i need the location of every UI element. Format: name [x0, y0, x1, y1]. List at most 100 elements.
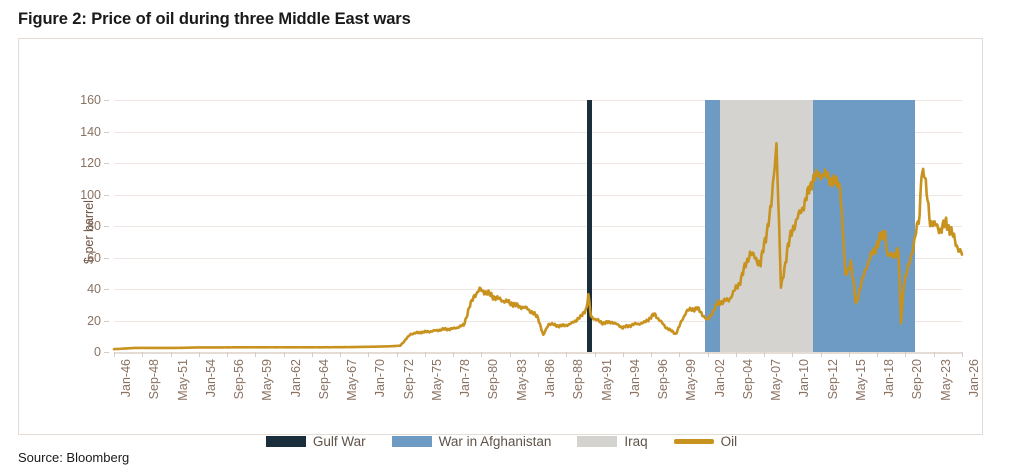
x-axis-tick-mark: [962, 352, 963, 357]
source-note: Source: Bloomberg: [18, 450, 130, 465]
oil-price-path: [114, 143, 962, 349]
x-axis-tick-mark: [594, 352, 596, 357]
x-axis-tick-mark: [453, 352, 455, 357]
y-axis-tick-mark: [104, 100, 109, 101]
gridline: [114, 226, 962, 227]
plot-area: [114, 100, 962, 353]
x-axis-tick-mark: [735, 352, 737, 357]
x-axis-tick-mark: [707, 352, 709, 357]
x-axis-tick-mark: [481, 352, 483, 357]
x-axis-tick-mark: [368, 352, 370, 357]
gridline: [114, 289, 962, 290]
legend-item-iraq[interactable]: Iraq: [577, 434, 648, 449]
x-axis-tick-label: May-91: [599, 359, 614, 401]
x-axis-tick-label: May-07: [769, 359, 784, 401]
x-axis-tick-label: Sep-88: [571, 359, 586, 400]
x-axis-tick-label: May-75: [429, 359, 444, 401]
x-axis-tick-mark: [424, 352, 426, 357]
y-axis-tick-label: 160: [80, 93, 101, 107]
legend-label: Iraq: [624, 434, 648, 449]
x-axis-tick-label: Jan-46: [119, 359, 133, 398]
chart-frame: $ per barrel 0 20 40 60 80 100 120 140 160 Jan-4…: [18, 38, 983, 449]
legend-item-oil[interactable]: Oil: [673, 434, 738, 449]
y-axis-tick-mark: [104, 226, 109, 227]
x-axis-tick-label: May-51: [175, 359, 190, 401]
legend-label: Oil: [720, 434, 738, 449]
x-axis-tick-label: May-15: [853, 359, 868, 401]
war-band-war-in-afghanistan-2011-2021: [812, 100, 916, 352]
x-axis-tick-mark: [114, 352, 115, 357]
y-axis-tick-mark: [104, 257, 109, 259]
x-axis-tick-mark: [848, 352, 850, 357]
x-axis-tick-label: Sep-20: [910, 359, 925, 400]
chart-legend: Gulf War War in Afghanistan Iraq Oil: [19, 434, 984, 449]
y-axis-tick-mark: [104, 131, 109, 133]
x-axis-tick-label: Jan-62: [288, 359, 303, 398]
x-axis-tick-mark: [566, 352, 568, 357]
legend-swatch-line: [673, 439, 714, 444]
x-axis-tick-label: May-23: [938, 359, 953, 401]
x-axis-tick-label: Jan-94: [627, 359, 642, 398]
gridline: [114, 257, 962, 259]
x-axis-tick-label: May-99: [684, 359, 699, 401]
legend-label: Gulf War: [312, 434, 366, 449]
x-axis: [114, 352, 963, 357]
y-axis-tick-label: 120: [80, 156, 101, 170]
x-axis-tick-label: Sep-96: [656, 359, 671, 400]
y-axis-tick-mark: [104, 163, 109, 164]
figure-title: Figure 2: Price of oil during three Midd…: [18, 10, 411, 28]
x-axis-tick-mark: [820, 352, 822, 357]
x-axis-tick-mark: [255, 352, 257, 357]
x-axis-tick-mark: [198, 352, 200, 357]
x-axis-tick-mark: [764, 352, 766, 357]
y-axis-tick-label: 40: [87, 282, 101, 296]
legend-swatch-band: [391, 436, 432, 447]
y-axis-tick-label: 100: [80, 187, 101, 202]
x-axis-tick-mark: [679, 352, 681, 357]
x-axis-labels: Jan-46 Sep-48 May-51 Jan-54 Sep-56 May-59 Jan-…: [114, 359, 981, 429]
x-axis-tick-mark: [905, 352, 907, 357]
x-axis-tick-label: May-59: [260, 359, 275, 401]
y-axis-tick-mark: [104, 289, 109, 290]
x-axis-tick-label: Sep-64: [316, 359, 331, 400]
y-axis-tick-label: 80: [87, 219, 101, 233]
x-axis-tick-mark: [142, 352, 144, 357]
legend-item-war-in-afghanistan[interactable]: War in Afghanistan: [391, 434, 552, 449]
x-axis-tick-mark: [538, 352, 539, 357]
x-axis-tick-label: Jan-26: [967, 359, 981, 398]
x-axis-tick-label: Sep-72: [401, 359, 416, 400]
x-axis-tick-mark: [792, 352, 794, 357]
x-axis-tick-label: Jan-78: [458, 359, 473, 398]
x-axis-tick-mark: [509, 352, 511, 357]
y-axis-tick-label: 60: [87, 250, 101, 265]
x-axis-tick-label: Sep-12: [825, 359, 840, 400]
x-axis-tick-label: Jan-18: [882, 359, 897, 398]
legend-item-gulf-war[interactable]: Gulf War: [265, 434, 366, 449]
y-axis-tick-mark: [104, 352, 109, 353]
x-axis-tick-mark: [283, 352, 285, 357]
gridline: [114, 131, 962, 133]
x-axis-tick-label: Jan-02: [712, 359, 727, 398]
x-axis-tick-label: Jan-10: [797, 359, 812, 398]
y-axis-tick-label: 20: [87, 313, 101, 328]
y-axis-tick-label: 0: [94, 345, 101, 359]
y-axis-tick-mark: [104, 320, 109, 322]
x-axis-tick-mark: [170, 352, 172, 357]
x-axis-tick-mark: [396, 352, 398, 357]
gridline: [114, 163, 962, 164]
y-axis-tick-label: 140: [80, 124, 101, 139]
x-axis-tick-label: Sep-04: [740, 359, 755, 400]
x-axis-tick-mark: [340, 352, 342, 357]
x-axis-tick-label: Jan-54: [203, 359, 218, 398]
legend-swatch-band: [265, 436, 306, 447]
x-axis-tick-mark: [227, 352, 229, 357]
x-axis-tick-mark: [651, 352, 653, 357]
x-axis-tick-label: May-67: [345, 359, 360, 401]
x-axis-tick-label: Sep-56: [232, 359, 247, 400]
war-band-gulf-war: [586, 100, 592, 352]
gridline: [114, 194, 962, 196]
y-axis-labels: 0 20 40 60 80 100 120 140 160: [59, 93, 109, 359]
legend-label: War in Afghanistan: [438, 434, 552, 449]
x-axis-tick-label: Jan-70: [373, 359, 388, 398]
